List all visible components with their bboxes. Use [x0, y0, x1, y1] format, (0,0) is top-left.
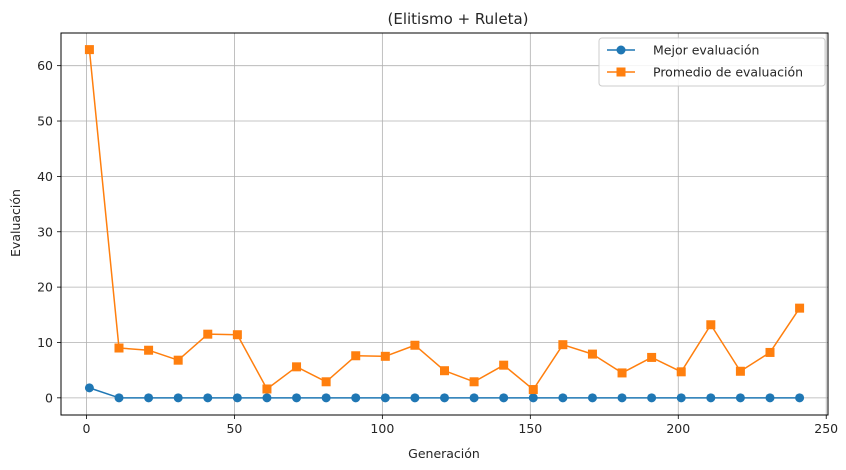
legend-label-promedio: Promedio de evaluación — [653, 65, 803, 80]
data-point — [706, 393, 716, 403]
data-point — [380, 393, 390, 403]
data-point — [735, 366, 745, 376]
data-point — [647, 393, 657, 403]
data-point — [440, 366, 449, 376]
data-point — [676, 367, 686, 377]
legend-label-mejor: Mejor evaluación — [653, 43, 759, 58]
y-tick-label: 60 — [37, 58, 53, 73]
data-point — [380, 351, 390, 361]
data-point — [410, 393, 420, 403]
data-point — [795, 393, 805, 403]
data-point — [84, 45, 94, 55]
x-tick-label: 0 — [82, 421, 90, 436]
data-point — [321, 393, 331, 403]
legend-marker-mejor — [616, 45, 626, 55]
data-point — [528, 393, 538, 403]
data-point — [440, 393, 449, 403]
data-point — [706, 320, 716, 330]
data-point — [469, 393, 479, 403]
data-point — [647, 352, 657, 362]
data-point — [262, 393, 272, 403]
data-point — [144, 345, 154, 355]
data-point — [469, 377, 479, 387]
data-point — [765, 347, 775, 357]
y-tick-label: 10 — [37, 335, 53, 350]
y-tick-label: 0 — [45, 390, 53, 405]
data-point — [528, 385, 538, 395]
series-promedio-evaluacion — [84, 45, 805, 395]
series-mejor-evaluacion — [84, 383, 805, 403]
data-point — [292, 393, 302, 403]
data-point — [587, 349, 597, 359]
y-tick-label: 50 — [37, 114, 53, 129]
data-point — [617, 393, 627, 403]
series-layer — [84, 45, 805, 403]
data-point — [351, 351, 361, 361]
x-tick-label: 50 — [226, 421, 242, 436]
data-point — [351, 393, 361, 403]
x-tick-label: 250 — [814, 421, 838, 436]
data-point — [765, 393, 775, 403]
data-point — [114, 343, 124, 353]
data-point — [292, 362, 302, 372]
x-tick-label: 200 — [666, 421, 690, 436]
data-point — [558, 393, 568, 403]
plot-frame — [60, 32, 829, 416]
data-point — [795, 303, 805, 313]
data-point — [173, 393, 183, 403]
data-point — [232, 330, 242, 340]
chart-title: (Elitismo + Ruleta) — [388, 10, 529, 28]
data-point — [232, 393, 242, 403]
data-point — [321, 377, 331, 387]
data-point — [173, 355, 183, 365]
data-point — [144, 393, 154, 403]
data-point — [676, 393, 686, 403]
x-tick-label: 150 — [518, 421, 542, 436]
x-tick-label: 100 — [370, 421, 394, 436]
data-point — [735, 393, 745, 403]
data-point — [617, 368, 627, 378]
data-point — [558, 340, 568, 350]
data-point — [587, 393, 597, 403]
data-point — [203, 329, 213, 339]
data-point — [114, 393, 124, 403]
y-axis-title: Evaluación — [8, 189, 23, 257]
data-point — [262, 384, 272, 394]
legend-marker-promedio — [616, 67, 626, 77]
legend-box — [598, 37, 826, 87]
data-point — [410, 340, 420, 350]
data-point — [499, 393, 509, 403]
axis-ticks: 0 50 100 150 200 250 0 10 20 30 40 50 60 — [37, 58, 838, 436]
data-point — [203, 393, 213, 403]
y-tick-label: 30 — [37, 224, 53, 239]
data-point — [499, 360, 509, 370]
legend: Mejor evaluación Promedio de evaluación — [598, 37, 826, 87]
y-tick-label: 20 — [37, 280, 53, 295]
x-axis-title: Generación — [408, 446, 480, 461]
y-tick-label: 40 — [37, 169, 53, 184]
data-point — [84, 383, 94, 393]
